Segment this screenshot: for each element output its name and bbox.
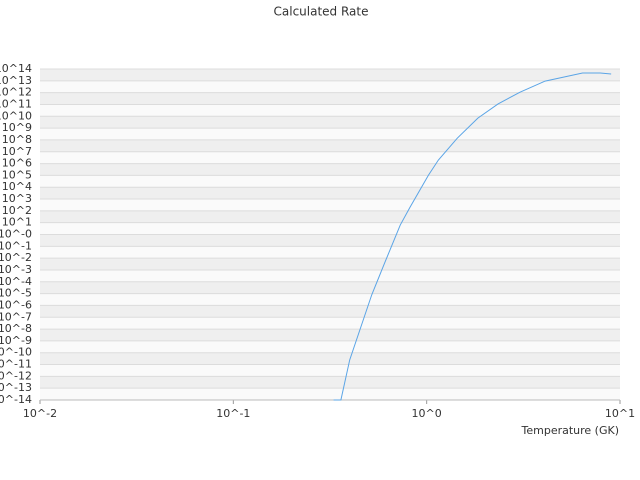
grid-band <box>40 305 620 318</box>
y-tick-label: 10^12 <box>0 86 32 99</box>
y-tick-label: 10^11 <box>0 97 32 110</box>
y-tick-label: 10^7 <box>2 145 32 158</box>
y-tick-label: 10^-4 <box>0 275 32 288</box>
grid-band <box>40 246 620 259</box>
y-tick-label: 10^13 <box>0 74 32 87</box>
y-tick-label: 10^1 <box>2 216 32 229</box>
grid-band <box>40 104 620 117</box>
grid-band <box>40 199 620 211</box>
grid-band <box>40 376 620 389</box>
grid-band <box>40 364 620 377</box>
grid-band <box>40 317 620 330</box>
x-tick-label: 10^-1 <box>216 407 250 420</box>
x-tick-label: 10^0 <box>412 407 442 420</box>
y-tick-label: 10^8 <box>2 133 32 146</box>
x-tick-label: 10^1 <box>605 407 635 420</box>
grid-band <box>40 293 620 306</box>
grid-band <box>40 281 620 294</box>
grid-band <box>40 234 620 247</box>
y-tick-label: 10^-0 <box>0 228 32 241</box>
x-tick-label: 10^-2 <box>23 407 57 420</box>
y-tick-label: 10^-1 <box>0 239 32 252</box>
y-tick-label: 10^-5 <box>0 287 32 300</box>
grid-band <box>40 187 620 200</box>
grid-band <box>40 175 620 188</box>
data-line <box>333 72 612 401</box>
y-tick-label: 10^-10 <box>0 346 32 359</box>
y-tick-label: 10^-9 <box>0 334 32 347</box>
y-tick-label: 10^4 <box>2 180 32 193</box>
grid-band <box>40 139 620 152</box>
x-axis-label: Temperature (GK) <box>521 424 620 437</box>
y-tick-label: 10^6 <box>2 157 32 170</box>
grid-band <box>40 388 620 400</box>
y-tick-label: 10^3 <box>2 192 32 205</box>
y-tick-label: 10^-7 <box>0 310 32 323</box>
chart-title: Calculated Rate <box>274 5 369 19</box>
y-tick-label: 10^10 <box>0 109 32 122</box>
grid-band <box>40 116 620 129</box>
y-tick-label: 10^-8 <box>0 322 32 335</box>
y-tick-label: 10^-3 <box>0 263 32 276</box>
grid-band <box>40 340 620 353</box>
y-tick-label: 10^-13 <box>0 381 32 394</box>
grid-band <box>40 163 620 176</box>
grid-band <box>40 210 620 223</box>
grid-band <box>40 128 620 140</box>
y-tick-label: 10^-14 <box>0 393 32 406</box>
y-tick-label: 10^-11 <box>0 358 32 371</box>
grid-band <box>40 151 620 164</box>
grid-band <box>40 92 620 105</box>
grid-band <box>40 258 620 270</box>
y-tick-label: 10^-6 <box>0 298 32 311</box>
grid-band <box>40 269 620 282</box>
grid-band <box>40 80 620 93</box>
grid-band <box>40 352 620 365</box>
grid-band <box>40 329 620 341</box>
y-tick-label: 10^2 <box>2 204 32 217</box>
y-tick-label: 10^-12 <box>0 369 32 382</box>
y-tick-label: 10^-2 <box>0 251 32 264</box>
grid-band <box>40 222 620 235</box>
y-tick-label: 10^9 <box>2 121 32 134</box>
y-tick-label: 10^5 <box>2 168 32 181</box>
y-tick-label: 10^14 <box>0 62 32 75</box>
grid-band <box>40 69 620 81</box>
